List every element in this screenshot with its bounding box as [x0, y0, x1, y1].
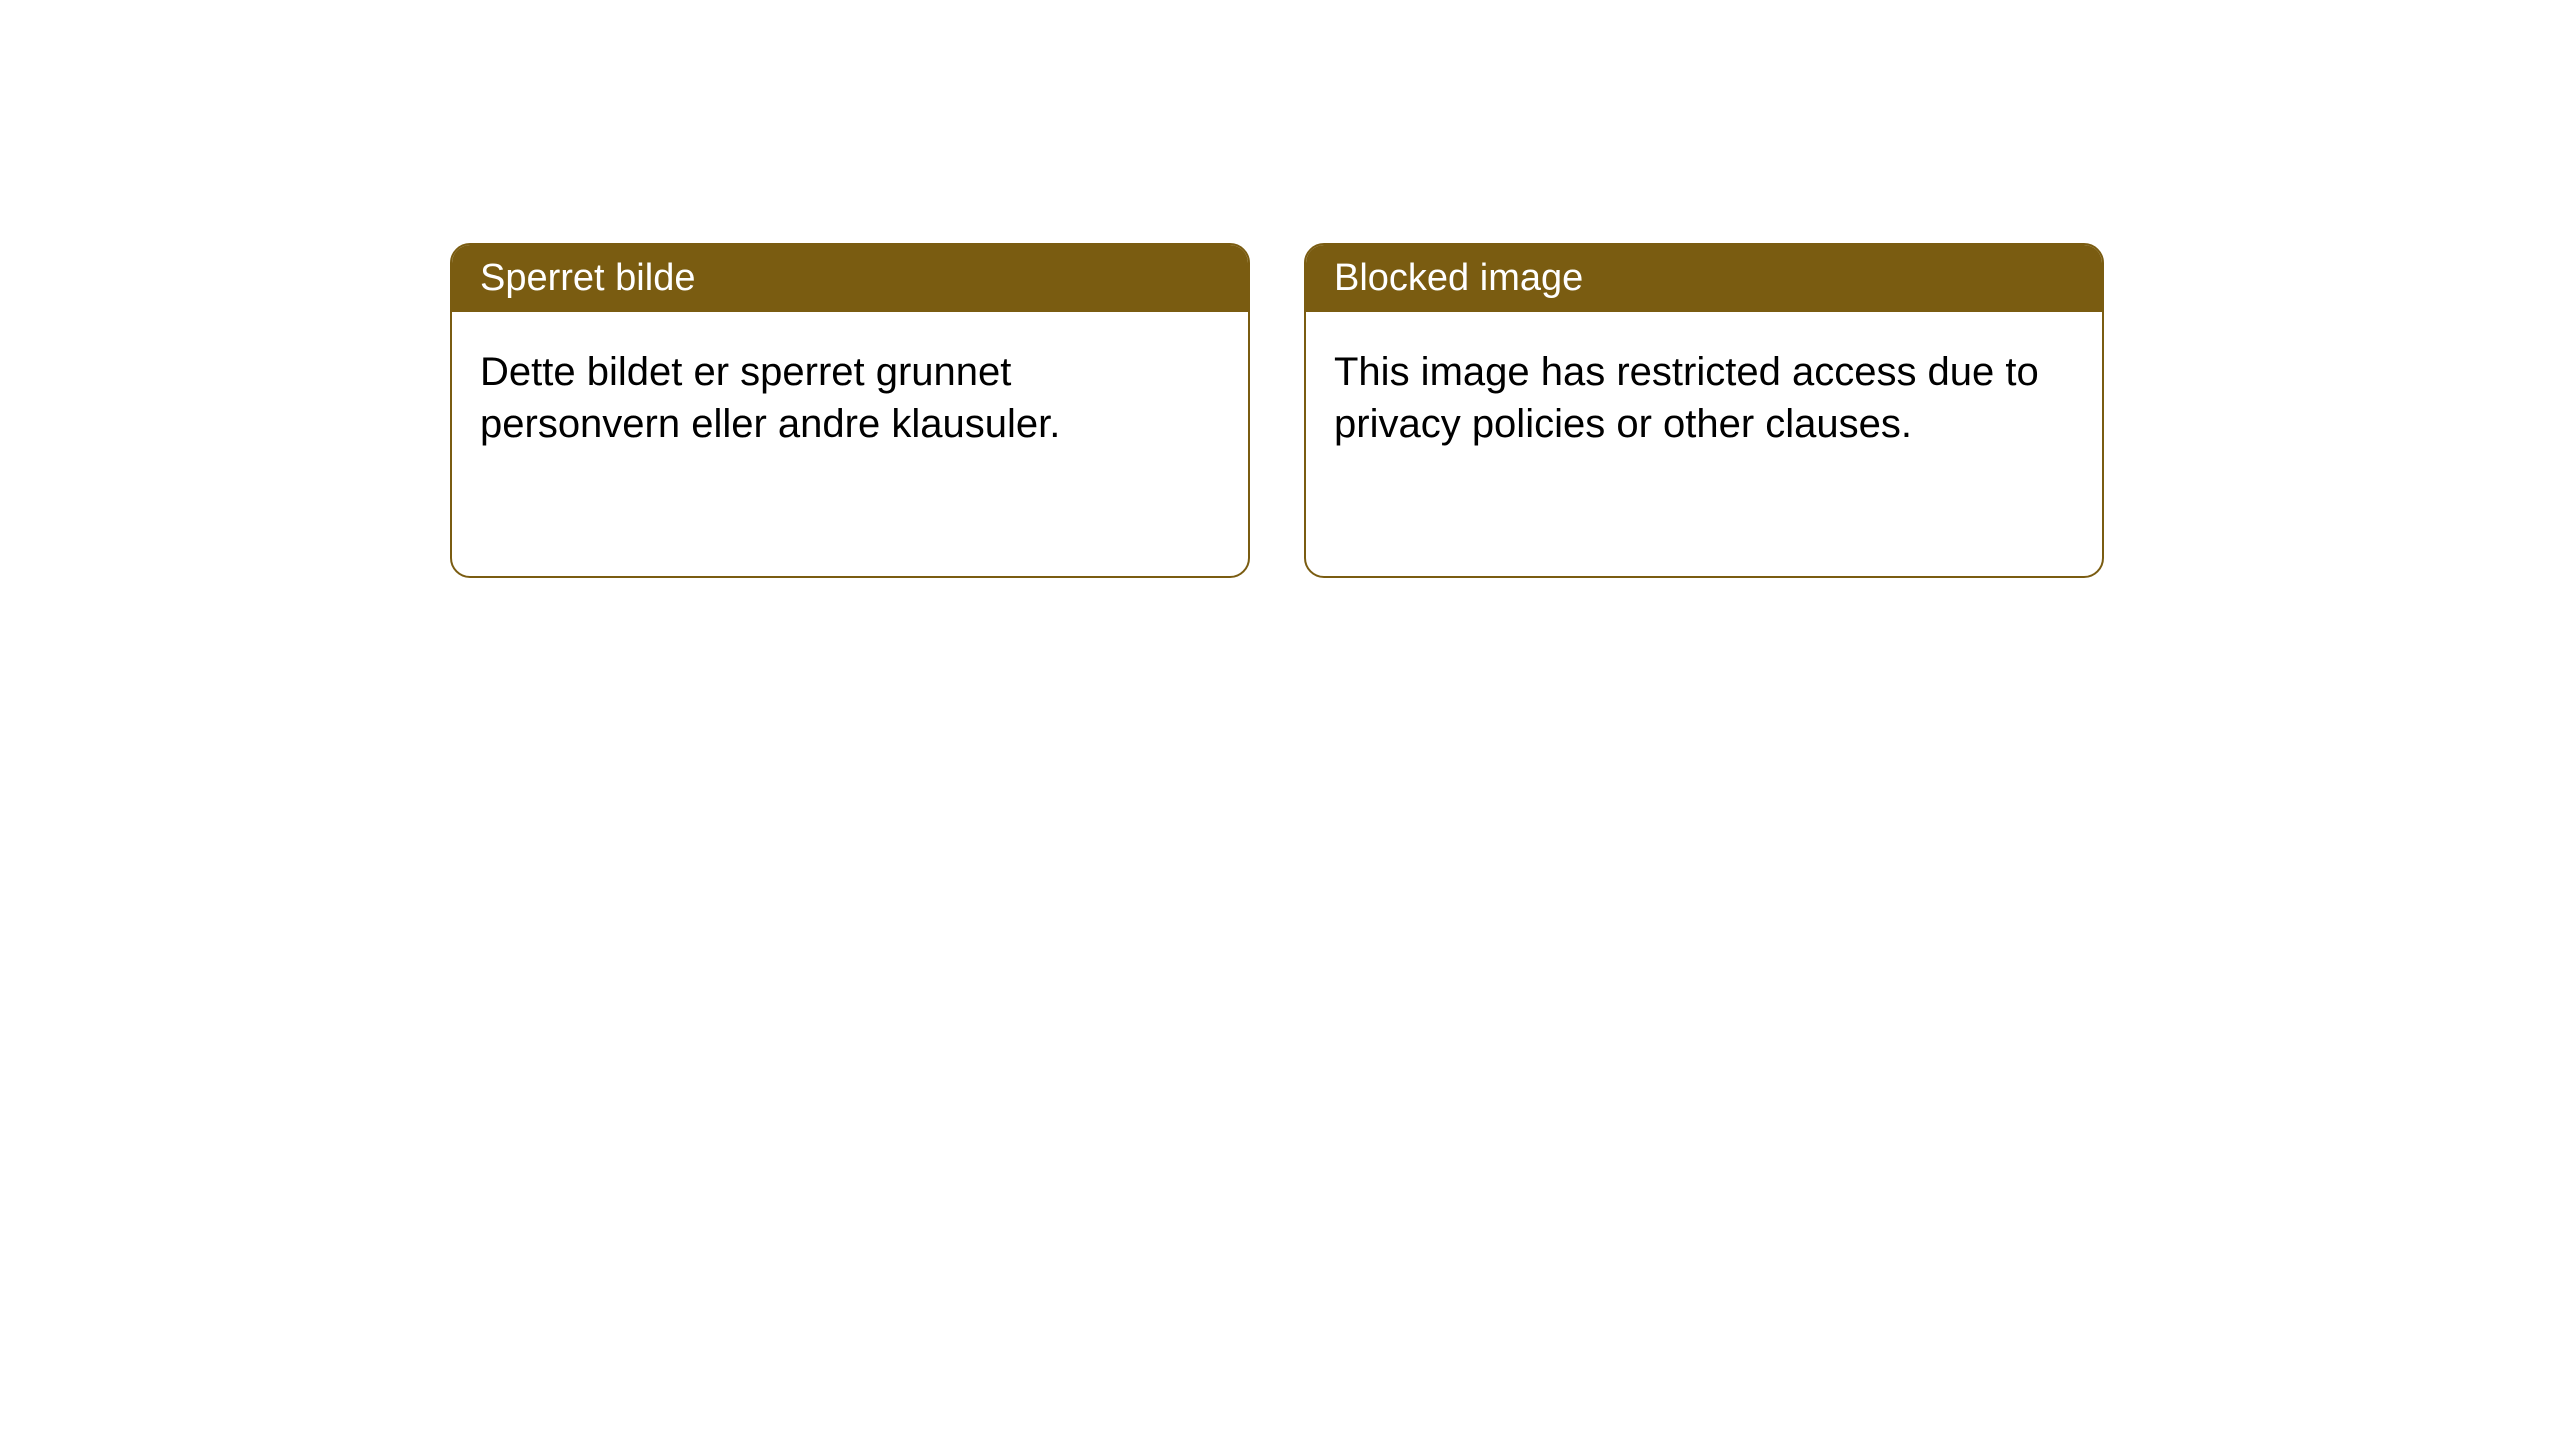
notice-body-norwegian: Dette bildet er sperret grunnet personve… — [452, 312, 1248, 484]
notice-card-english: Blocked image This image has restricted … — [1304, 243, 2104, 578]
notice-body-english: This image has restricted access due to … — [1306, 312, 2102, 484]
notice-title-english: Blocked image — [1306, 245, 2102, 312]
notice-card-norwegian: Sperret bilde Dette bildet er sperret gr… — [450, 243, 1250, 578]
notice-title-norwegian: Sperret bilde — [452, 245, 1248, 312]
notice-container: Sperret bilde Dette bildet er sperret gr… — [0, 0, 2560, 578]
